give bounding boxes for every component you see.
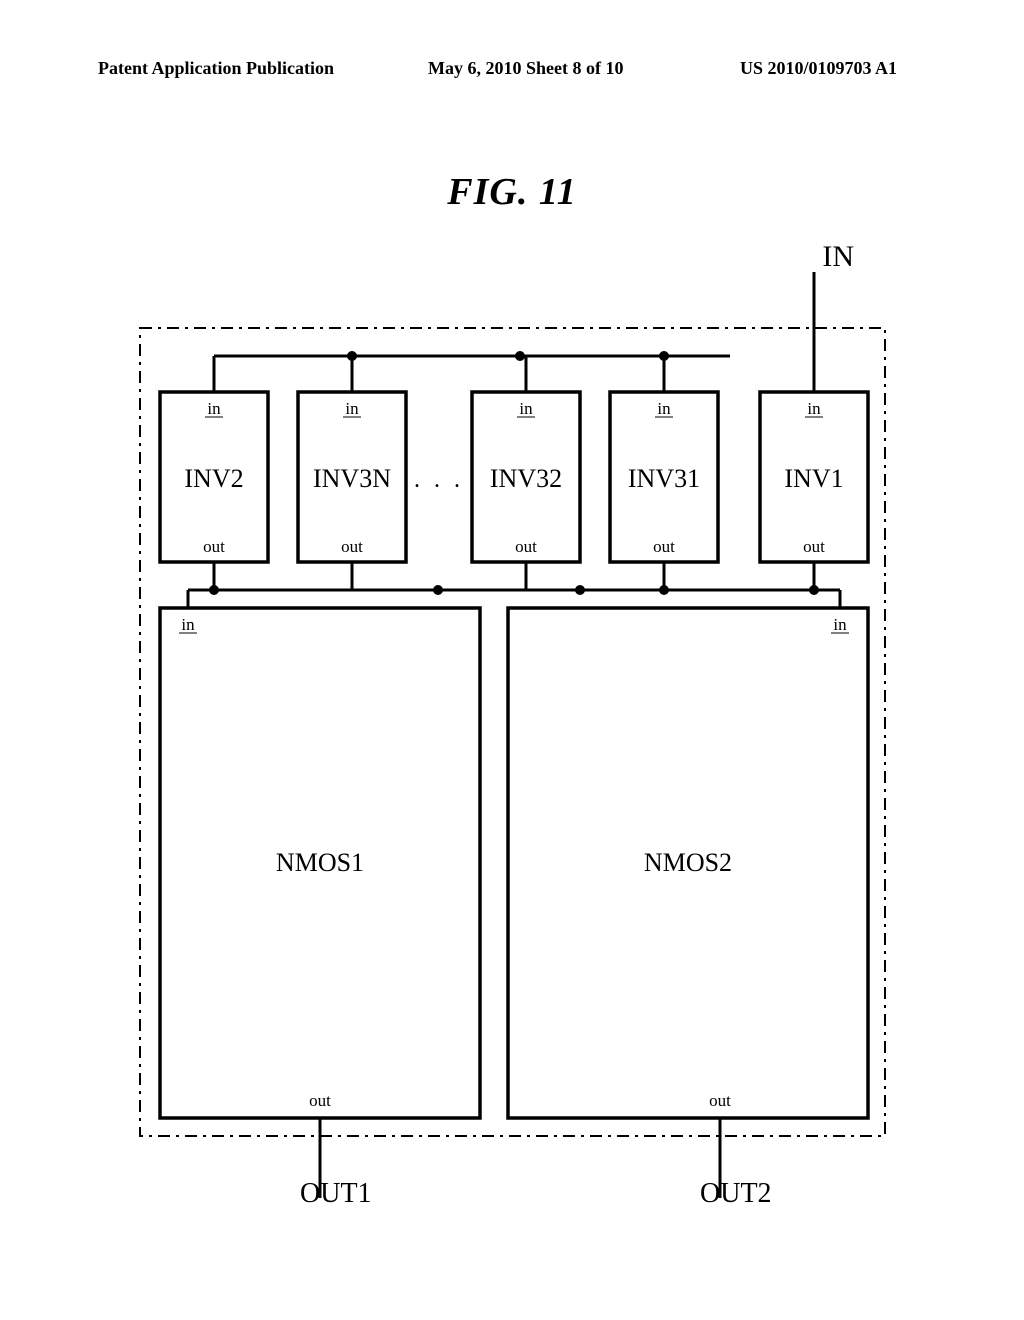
svg-text:out: out: [709, 1091, 731, 1110]
svg-text:INV31: INV31: [628, 464, 700, 493]
svg-text:INV1: INV1: [784, 464, 843, 493]
svg-text:out: out: [203, 537, 225, 556]
svg-text:OUT2: OUT2: [700, 1178, 772, 1209]
svg-text:INV2: INV2: [184, 464, 243, 493]
svg-text:NMOS1: NMOS1: [276, 848, 364, 877]
svg-text:out: out: [515, 537, 537, 556]
svg-text:in: in: [519, 399, 533, 418]
svg-text:out: out: [341, 537, 363, 556]
svg-text:in: in: [345, 399, 359, 418]
svg-text:in: in: [181, 615, 195, 634]
svg-text:OUT1: OUT1: [300, 1178, 372, 1209]
svg-text:out: out: [653, 537, 675, 556]
svg-text:INV32: INV32: [490, 464, 562, 493]
svg-text:. . .: . . .: [414, 467, 464, 493]
svg-text:in: in: [807, 399, 821, 418]
svg-text:in: in: [207, 399, 221, 418]
svg-text:out: out: [309, 1091, 331, 1110]
circuit-diagram: IN in INV2 out in INV3N out in INV32 out in INV31 ou…: [0, 0, 1024, 1320]
svg-text:in: in: [833, 615, 847, 634]
svg-text:INV3N: INV3N: [313, 464, 391, 493]
svg-text:IN: IN: [822, 240, 854, 273]
svg-text:in: in: [657, 399, 671, 418]
svg-text:NMOS2: NMOS2: [644, 848, 732, 877]
svg-text:out: out: [803, 537, 825, 556]
